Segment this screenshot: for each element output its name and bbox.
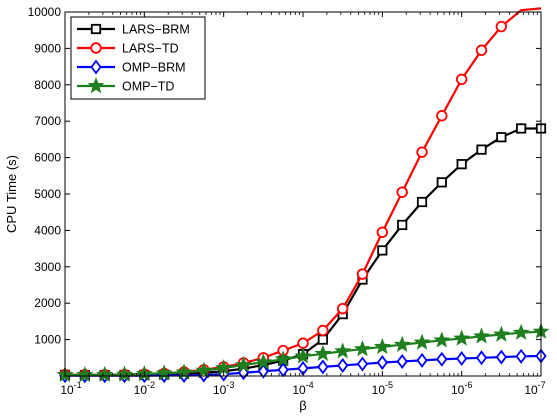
data-point: [274, 350, 292, 367]
data-point: [453, 329, 471, 346]
legend-entry: LARS−BRM: [77, 23, 190, 37]
x-tick-label: 10-4: [292, 380, 313, 397]
y-tick-label: 9000: [34, 41, 61, 55]
data-point: [397, 219, 408, 231]
x-tick-label: 10-2: [134, 380, 155, 397]
y-tick-label: 5000: [34, 187, 61, 201]
y-tick-label: 10000: [28, 5, 62, 19]
data-point: [413, 333, 431, 350]
data-point: [475, 350, 488, 366]
x-tick-label: 10-1: [60, 380, 81, 397]
data-point: [475, 44, 488, 56]
x-tick-label: 10-5: [372, 380, 393, 397]
data-point: [393, 335, 411, 352]
data-point: [96, 365, 114, 382]
data-point: [353, 340, 371, 357]
legend-label: LARS−BRM: [122, 23, 190, 37]
data-point: [416, 352, 428, 368]
data-point: [115, 365, 133, 382]
y-tick-label: 1000: [34, 333, 61, 347]
data-point: [376, 226, 389, 238]
legend-label: LARS−TD: [122, 42, 179, 56]
y-tick-label: 3000: [34, 260, 61, 274]
legend-label: OMP−TD: [122, 80, 174, 94]
data-point: [337, 357, 349, 373]
data-point: [76, 366, 94, 383]
data-point: [396, 186, 408, 198]
data-point: [476, 144, 487, 155]
data-point: [235, 356, 252, 373]
data-point: [473, 327, 490, 344]
data-point: [257, 363, 269, 379]
data-point: [436, 351, 448, 367]
legend-marker: [87, 77, 105, 94]
data-point: [336, 302, 349, 315]
y-tick-label: 2000: [34, 296, 61, 310]
legend-label: OMP−BRM: [122, 61, 186, 75]
data-point: [376, 355, 388, 371]
data-point: [317, 334, 328, 345]
data-point: [433, 331, 451, 348]
data-point: [515, 348, 527, 364]
legend-entry: OMP−BRM: [77, 59, 186, 75]
data-point: [495, 349, 507, 365]
data-point: [356, 268, 369, 280]
data-point: [436, 110, 448, 122]
legend: LARS−BRM LARS−TD OMP−BRM OMP−TD: [70, 16, 206, 100]
data-point: [294, 347, 312, 364]
axis-ticks: 1000 2000 3000 4000 5000 6000 7000 8000 9000 1000…: [28, 5, 546, 397]
data-point: [334, 342, 352, 359]
legend-entry: OMP−TD: [77, 77, 174, 94]
x-tick-label: 10-6: [451, 380, 472, 397]
data-point: [416, 196, 428, 208]
data-point: [455, 73, 468, 86]
data-point: [254, 353, 272, 370]
y-tick-label: 8000: [34, 78, 61, 92]
data-point: [317, 359, 329, 375]
data-point: [195, 361, 213, 378]
y-tick-label: 6000: [34, 151, 61, 165]
x-tick-label: 10-3: [213, 380, 234, 397]
data-point: [317, 324, 329, 337]
data-point: [436, 177, 447, 188]
data-point: [416, 146, 428, 158]
x-axis-label: β: [299, 398, 306, 413]
data-point: [314, 344, 332, 361]
legend-marker: [90, 23, 102, 35]
data-point: [456, 351, 468, 367]
x-tick-label: 10-7: [524, 380, 545, 397]
data-point: [496, 132, 507, 143]
y-tick-label: 7000: [34, 114, 61, 128]
y-axis-label: CPU Time (s): [4, 155, 19, 233]
legend-marker: [90, 59, 102, 75]
data-point: [456, 159, 467, 170]
data-point: [373, 337, 391, 355]
legend-marker: [90, 42, 102, 54]
data-point: [297, 337, 309, 349]
data-point: [512, 323, 530, 340]
data-point: [377, 245, 388, 256]
data-point: [492, 325, 510, 342]
y-tick-label: 4000: [34, 223, 61, 237]
data-point: [356, 356, 369, 372]
data-point: [516, 123, 527, 134]
data-point: [396, 353, 408, 369]
data-point: [495, 20, 508, 33]
legend-entry: LARS−TD: [77, 42, 179, 56]
